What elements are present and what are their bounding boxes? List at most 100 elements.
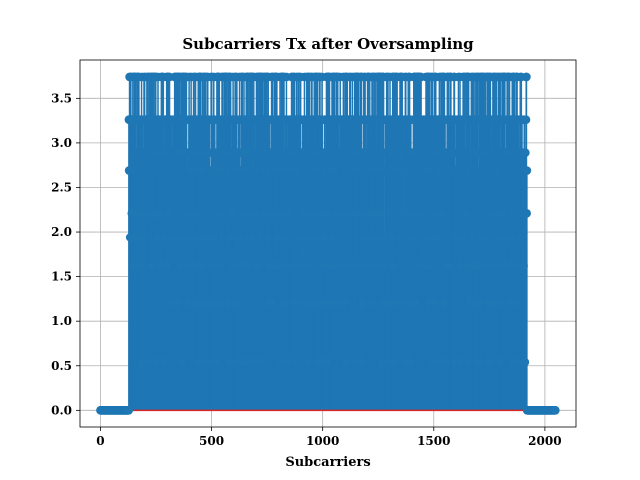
x-axis: 0 500 1000 1500 2000 (96, 427, 562, 448)
data-point (437, 209, 447, 218)
data-point (244, 261, 253, 271)
data-point (367, 298, 377, 307)
data-point (508, 233, 517, 242)
data-point (384, 298, 394, 307)
data-point (354, 209, 363, 218)
y-tick-label: 3.0 (51, 136, 72, 150)
data-point (282, 261, 291, 271)
data-point (498, 209, 507, 218)
data-point (124, 406, 133, 415)
data-point (163, 209, 173, 218)
data-point (329, 166, 338, 175)
data-point (387, 233, 396, 242)
data-point (520, 357, 530, 367)
data-point (131, 233, 141, 242)
data-point (248, 233, 258, 242)
x-tick-label: 500 (199, 434, 224, 448)
data-point (283, 357, 293, 367)
data-point (236, 233, 246, 242)
data-point (227, 209, 236, 218)
data-point (177, 357, 187, 367)
data-point (521, 115, 531, 125)
data-point (190, 209, 199, 218)
data-point (176, 261, 186, 271)
data-point (322, 357, 332, 367)
data-point (383, 357, 392, 367)
data-point (455, 357, 465, 367)
data-point (143, 357, 153, 367)
data-point (327, 233, 337, 242)
data-point (129, 261, 138, 271)
data-point (187, 261, 197, 271)
data-point (259, 209, 269, 218)
data-point (322, 209, 331, 218)
data-point (476, 357, 486, 367)
x-tick-label: 0 (96, 434, 104, 448)
y-tick-label: 1.5 (51, 270, 72, 284)
data-point (327, 261, 336, 271)
data-point (217, 298, 226, 307)
axes-frame (79, 59, 577, 428)
data-point (390, 357, 399, 367)
data-point (406, 357, 416, 367)
data-point (473, 261, 483, 271)
data-point (433, 233, 442, 242)
data-point (250, 209, 259, 218)
data-point (482, 261, 491, 271)
data-point (182, 233, 192, 242)
data-point (500, 261, 510, 271)
data-point (515, 233, 525, 242)
data-point (252, 261, 262, 271)
data-point (388, 261, 397, 271)
data-point (214, 209, 223, 218)
data-point (484, 357, 493, 367)
data-point (493, 261, 503, 271)
data-point (380, 261, 390, 271)
data-point (302, 261, 312, 271)
data-point (303, 357, 312, 367)
data-point (275, 166, 284, 175)
data-point (359, 233, 368, 242)
data-point (208, 233, 218, 242)
data-point (513, 357, 522, 367)
x-tick-label: 2000 (528, 434, 561, 448)
data-point (224, 298, 233, 307)
data-point (551, 406, 560, 415)
data-point (335, 261, 344, 271)
data-point (197, 166, 207, 175)
data-point (241, 357, 250, 367)
data-point (247, 357, 257, 367)
data-point (160, 233, 170, 242)
data-point (351, 357, 361, 367)
data-point (496, 298, 505, 307)
data-point (283, 209, 293, 218)
data-point (319, 233, 328, 242)
data-point (376, 209, 385, 218)
data-point (339, 298, 349, 307)
y-axis: 0.0 0.5 1.0 1.5 2.0 2.5 3.0 3.5 (51, 91, 80, 417)
x-axis-label: Subcarriers (285, 455, 370, 470)
data-point (358, 298, 368, 307)
data-point (425, 261, 435, 271)
data-point (267, 298, 277, 307)
data-point (310, 298, 320, 307)
chart-title: Subcarriers Tx after Oversampling (182, 35, 474, 53)
x-tick-label: 1000 (306, 434, 339, 448)
data-point (439, 298, 449, 307)
data-point (280, 298, 290, 307)
data-point (366, 233, 376, 242)
data-point (172, 298, 182, 307)
data-point (210, 357, 220, 367)
data-point (361, 261, 371, 271)
markers (96, 72, 560, 415)
data-point (495, 357, 504, 367)
data-point (232, 298, 241, 307)
data-point (151, 357, 161, 367)
data-point (225, 233, 234, 242)
y-tick-label: 1.0 (51, 314, 72, 328)
data-point (489, 298, 498, 307)
data-point (429, 209, 438, 218)
data-point (522, 209, 531, 218)
data-point (313, 209, 323, 218)
